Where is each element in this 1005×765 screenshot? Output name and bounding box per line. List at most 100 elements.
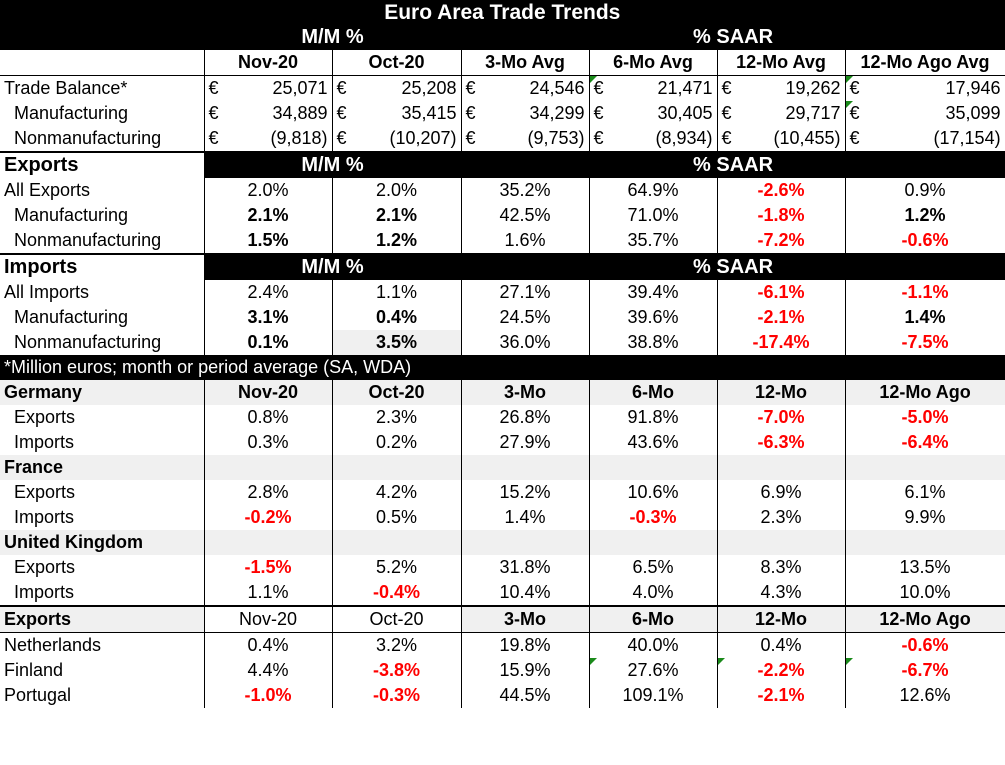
row-label: Exports [0, 405, 205, 430]
col-header: Nov-20 [204, 605, 333, 633]
euro-sign: € [336, 103, 347, 123]
blank-cell [717, 455, 846, 480]
row-label: Nonmanufacturing [0, 228, 205, 254]
value-cell: 19.8% [461, 632, 590, 658]
value-cell: 64.9% [589, 178, 718, 203]
value-cell: -3.8% [332, 658, 462, 683]
col-header: 12-Mo [717, 605, 846, 633]
value-cell: 42.5% [461, 203, 590, 228]
col-header: Oct-20 [332, 50, 462, 76]
value-cell: -2.1% [717, 683, 846, 708]
table-row: Nonmanufacturing 1.5% 1.2% 1.6% 35.7% -7… [0, 228, 1005, 254]
value-cell: -0.6% [845, 228, 1005, 254]
value-cell: €35,099 [845, 101, 1005, 126]
blank-cell [589, 530, 718, 555]
value-cell: -1.1% [845, 280, 1005, 305]
blank-cell [204, 455, 333, 480]
comment-marker [845, 658, 853, 665]
value-cell: 39.6% [589, 305, 718, 330]
value-cell: -6.1% [717, 280, 846, 305]
value-cell: 27.9% [461, 430, 590, 455]
value-cell: -1.5% [204, 555, 333, 580]
euro-sign: € [208, 103, 219, 123]
blank-cell [204, 530, 333, 555]
value-cell: 2.0% [332, 178, 462, 203]
col-header: Nov-20 [204, 50, 333, 76]
row-label: Exports [0, 555, 205, 580]
table-row: Imports -0.2% 0.5% 1.4% -0.3% 2.3% 9.9% [0, 505, 1005, 530]
value-cell: 2.8% [204, 480, 333, 505]
table-row: Exports 0.8% 2.3% 26.8% 91.8% -7.0% -5.0… [0, 405, 1005, 430]
value-cell: €29,717 [717, 101, 846, 126]
col-header: Oct-20 [332, 380, 462, 405]
value-cell: -0.3% [332, 683, 462, 708]
value-cell: -5.0% [845, 405, 1005, 430]
value-cell: 2.0% [204, 178, 333, 203]
value-cell: 9.9% [845, 505, 1005, 530]
value-cell: € (17,154) [845, 126, 1005, 152]
value-cell: 38.8% [589, 330, 718, 355]
value-cell: 2.3% [332, 405, 462, 430]
country-name: France [0, 455, 205, 480]
value-cell: 6.9% [717, 480, 846, 505]
value-cell: €25,208 [332, 75, 462, 101]
col-header: Oct-20 [332, 605, 462, 633]
value-cell: -6.3% [717, 430, 846, 455]
blank-cell [332, 530, 462, 555]
euro-sign: € [336, 78, 347, 98]
footnote: *Million euros; month or period average … [0, 355, 1005, 380]
value-cell: 8.3% [717, 555, 846, 580]
header-band-row: M/M % % SAAR [0, 25, 1005, 50]
value-cell: €35,415 [332, 101, 462, 126]
saar-header: % SAAR [461, 253, 1005, 280]
mm-header: M/M % [204, 25, 462, 50]
value-cell: 0.4% [204, 632, 333, 658]
row-label: Manufacturing [0, 101, 205, 126]
value-cell: 27.1% [461, 280, 590, 305]
comment-marker [589, 658, 597, 665]
mm-header: M/M % [204, 151, 462, 178]
value-cell: -17.4% [717, 330, 846, 355]
value-cell: 0.2% [332, 430, 462, 455]
trade-table: Euro Area Trade Trends M/M % % SAAR Nov-… [0, 0, 1005, 708]
blank-cell [845, 455, 1005, 480]
value-cell: 2.3% [717, 505, 846, 530]
header-band-empty [0, 25, 205, 50]
table-row: Nonmanufacturing 0.1% 3.5% 36.0% 38.8% -… [0, 330, 1005, 355]
row-label: Netherlands [0, 632, 205, 658]
col-header: 12-Mo Ago Avg [845, 50, 1005, 76]
blank-cell [332, 455, 462, 480]
euro-sign: € [465, 128, 476, 148]
value-cell: 0.4% [717, 632, 846, 658]
table-row: Manufacturing 2.1% 2.1% 42.5% 71.0% -1.8… [0, 203, 1005, 228]
euro-sign: € [721, 128, 732, 148]
country-header-row: United Kingdom [0, 530, 1005, 555]
row-label: Nonmanufacturing [0, 330, 205, 355]
euro-sign: € [208, 128, 219, 148]
euro-sign: € [721, 78, 732, 98]
euro-sign: € [849, 103, 860, 123]
value-cell: 15.2% [461, 480, 590, 505]
value-cell: -0.2% [204, 505, 333, 530]
euro-sign: € [593, 103, 604, 123]
value-cell: -2.2% [717, 658, 846, 683]
col-header: 3-Mo [461, 605, 590, 633]
blank-cell [461, 530, 590, 555]
col-header: 6-Mo Avg [589, 50, 718, 76]
title-row: Euro Area Trade Trends [0, 0, 1005, 25]
row-label: Trade Balance* [0, 75, 205, 101]
value-cell: 3.2% [332, 632, 462, 658]
column-header-row: Nov-20 Oct-20 3-Mo Avg 6-Mo Avg 12-Mo Av… [0, 50, 1005, 76]
blank-cell [845, 530, 1005, 555]
value-cell: -2.6% [717, 178, 846, 203]
value-cell: 36.0% [461, 330, 590, 355]
blank-cell [717, 530, 846, 555]
saar-header: % SAAR [461, 25, 1005, 50]
value-cell: 1.2% [845, 203, 1005, 228]
euro-sign: € [849, 78, 860, 98]
country-name: United Kingdom [0, 530, 205, 555]
col-header: 3-Mo [461, 380, 590, 405]
value-cell: 1.4% [461, 505, 590, 530]
row-label: Exports [0, 480, 205, 505]
